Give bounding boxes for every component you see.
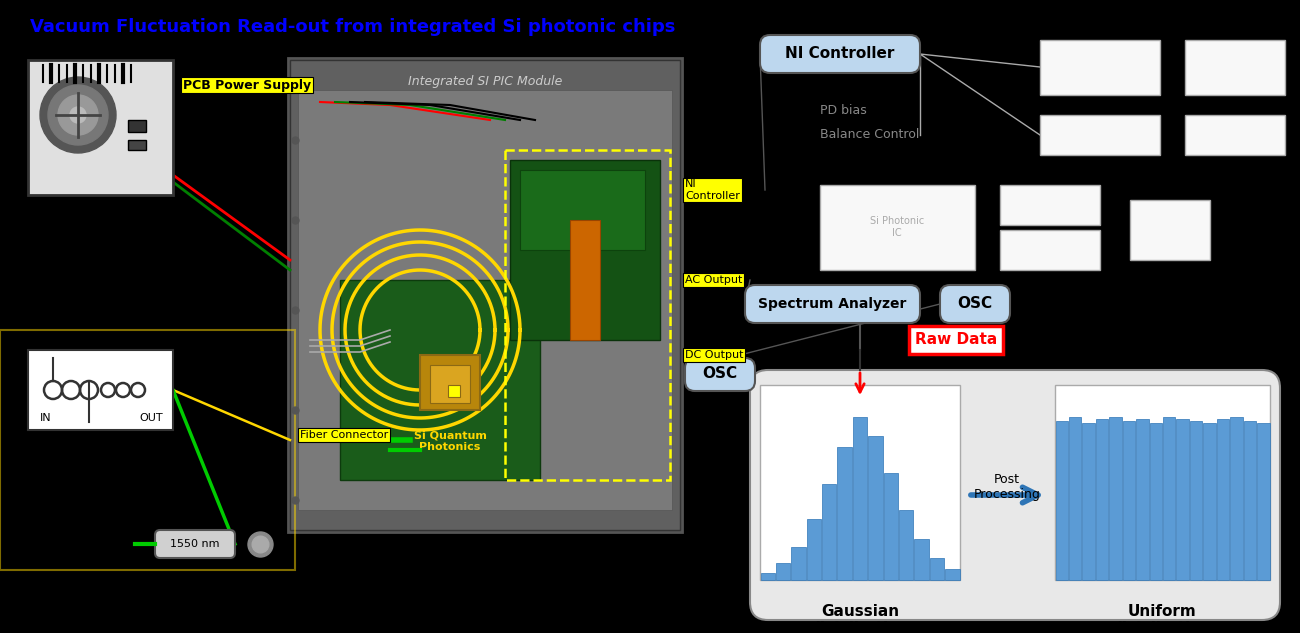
Bar — [569, 220, 601, 340]
Text: NI
Controller: NI Controller — [685, 179, 740, 201]
Bar — [1204, 423, 1216, 580]
Bar — [127, 120, 146, 132]
Bar — [822, 484, 836, 580]
Text: Si Quantum
Photonics: Si Quantum Photonics — [413, 430, 486, 451]
Bar — [900, 510, 914, 580]
Bar — [341, 280, 540, 480]
Text: IN: IN — [40, 413, 52, 423]
Bar — [1109, 417, 1122, 580]
Text: NI Controller: NI Controller — [785, 46, 894, 61]
Bar — [837, 447, 852, 580]
Bar — [1257, 423, 1270, 580]
Text: DC Output: DC Output — [685, 350, 744, 360]
Bar — [1217, 419, 1230, 580]
FancyBboxPatch shape — [745, 285, 920, 323]
Bar — [1244, 421, 1256, 580]
Bar — [289, 58, 682, 532]
Text: PCB Power Supply: PCB Power Supply — [183, 78, 311, 92]
Bar — [1164, 417, 1175, 580]
Bar — [884, 473, 898, 580]
FancyBboxPatch shape — [750, 370, 1280, 620]
Bar — [1230, 417, 1243, 580]
Circle shape — [48, 85, 108, 145]
Text: Post
Processing: Post Processing — [974, 473, 1040, 501]
Bar — [127, 140, 146, 150]
Text: OSC: OSC — [702, 367, 737, 382]
Bar — [1136, 419, 1149, 580]
Text: OSC: OSC — [957, 296, 993, 311]
Bar — [930, 558, 944, 580]
FancyBboxPatch shape — [940, 285, 1010, 323]
Bar — [1186, 40, 1284, 95]
Bar — [868, 436, 883, 580]
Bar — [1056, 385, 1270, 580]
Bar — [1056, 421, 1067, 580]
FancyBboxPatch shape — [685, 358, 755, 391]
Bar — [1040, 40, 1160, 95]
Bar — [29, 350, 173, 430]
Bar — [1149, 423, 1162, 580]
FancyBboxPatch shape — [155, 530, 235, 558]
Bar — [430, 365, 471, 403]
Bar — [1083, 423, 1095, 580]
Bar — [820, 185, 975, 270]
Bar — [1123, 421, 1135, 580]
Bar — [760, 573, 775, 580]
Bar — [29, 60, 173, 195]
Text: Vacuum Fluctuation Read-out from integrated Si photonic chips: Vacuum Fluctuation Read-out from integra… — [30, 18, 676, 36]
Text: Raw Data: Raw Data — [915, 332, 997, 348]
Text: Balance Control: Balance Control — [820, 128, 919, 142]
Text: 1550 nm: 1550 nm — [170, 539, 220, 549]
Bar — [1040, 115, 1160, 155]
Circle shape — [70, 107, 86, 123]
Bar — [792, 547, 806, 580]
Circle shape — [58, 95, 98, 135]
Text: OUT: OUT — [139, 413, 162, 423]
Bar — [1069, 417, 1082, 580]
Text: PD bias: PD bias — [820, 104, 867, 116]
Text: Integrated SI PIC Module: Integrated SI PIC Module — [408, 75, 562, 88]
Text: Balance
detection: Balance detection — [77, 389, 124, 411]
Text: Fiber Connector: Fiber Connector — [300, 430, 389, 440]
Bar — [1186, 115, 1284, 155]
Bar — [290, 60, 680, 530]
Bar — [1176, 419, 1190, 580]
Text: Gaussian
distribution: Gaussian distribution — [810, 604, 910, 633]
Bar — [914, 539, 928, 580]
Bar — [298, 90, 672, 510]
Circle shape — [40, 77, 116, 153]
Bar — [1096, 419, 1108, 580]
Bar — [760, 385, 959, 580]
Text: Uniform
distribution: Uniform distribution — [1112, 604, 1212, 633]
Text: Spectrum Analyzer: Spectrum Analyzer — [758, 297, 906, 311]
Bar — [853, 417, 867, 580]
Bar — [448, 385, 460, 397]
FancyBboxPatch shape — [760, 35, 920, 73]
Text: Si Photonic
IC: Si Photonic IC — [870, 216, 924, 238]
Bar — [776, 563, 790, 580]
Bar — [1130, 200, 1210, 260]
Bar — [420, 355, 480, 410]
Text: Balance
detect: Balance detect — [820, 284, 859, 306]
Bar — [1190, 421, 1202, 580]
Bar — [807, 519, 822, 580]
Bar — [945, 569, 959, 580]
Bar — [510, 160, 660, 340]
Bar — [1000, 230, 1100, 270]
Bar — [520, 170, 645, 250]
Bar — [1000, 185, 1100, 225]
Text: AC Output: AC Output — [685, 275, 742, 285]
